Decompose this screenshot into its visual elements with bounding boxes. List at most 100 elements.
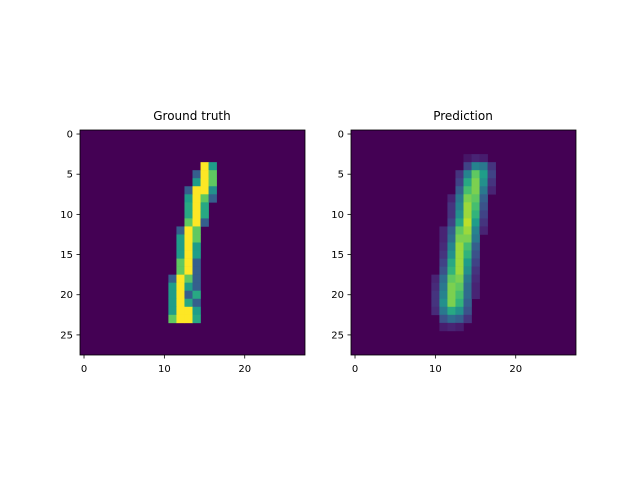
ground-truth-pixel xyxy=(184,290,193,300)
ground-truth-pixel xyxy=(192,250,201,259)
ground-truth-pixel xyxy=(176,314,185,324)
ground-truth-pixel xyxy=(168,274,177,283)
prediction-pixel xyxy=(455,314,464,324)
ground-truth-pixel xyxy=(192,242,201,251)
prediction-pixel xyxy=(471,210,480,219)
prediction-pixel xyxy=(455,250,464,259)
prediction-pixel xyxy=(431,290,440,300)
ground-truth-pixel xyxy=(184,298,193,308)
ground-truth-pixel xyxy=(176,282,185,292)
prediction-pixel xyxy=(487,162,496,171)
prediction-pixel xyxy=(471,234,480,243)
prediction-pixel xyxy=(447,282,456,292)
prediction-pixel xyxy=(447,306,456,316)
prediction-pixel xyxy=(447,202,456,211)
ground-truth-ytick-label: 20 xyxy=(60,290,73,301)
prediction-pixel xyxy=(479,202,488,211)
prediction-pixel xyxy=(479,186,488,195)
ground-truth-pixel xyxy=(192,298,201,308)
prediction-pixel xyxy=(471,290,480,300)
prediction-pixel xyxy=(447,322,456,332)
ground-truth-pixel xyxy=(184,186,193,195)
prediction-pixel xyxy=(447,226,456,235)
prediction-pixel xyxy=(447,258,456,267)
ground-truth-pixel xyxy=(200,178,209,187)
ground-truth-pixel xyxy=(168,314,177,324)
prediction-pixel xyxy=(463,306,472,316)
ground-truth-pixel xyxy=(168,290,177,300)
ground-truth-pixel xyxy=(192,282,201,292)
prediction-pixel xyxy=(463,242,472,251)
prediction-pixel xyxy=(463,210,472,219)
ground-truth-pixel xyxy=(184,306,193,316)
ground-truth-pixel xyxy=(168,298,177,308)
ground-truth-pixel xyxy=(184,266,193,275)
ground-truth-pixel xyxy=(192,170,201,179)
ground-truth-ytick-label: 0 xyxy=(67,130,73,141)
prediction-pixel xyxy=(439,306,448,316)
prediction-axes: Prediction 0 5 10 15 20 25 0 10 20 xyxy=(331,109,577,375)
prediction-pixel xyxy=(439,242,448,251)
prediction-pixel xyxy=(463,226,472,235)
prediction-heatmap xyxy=(351,130,576,355)
ground-truth-pixel xyxy=(200,162,209,171)
ground-truth-pixel xyxy=(192,258,201,267)
prediction-pixel xyxy=(479,154,488,163)
prediction-pixel xyxy=(479,194,488,203)
ground-truth-pixel xyxy=(192,234,201,243)
prediction-pixel xyxy=(447,266,456,275)
ground-truth-title: Ground truth xyxy=(153,109,231,123)
prediction-pixel xyxy=(487,178,496,187)
ground-truth-pixel xyxy=(176,298,185,308)
ground-truth-ytick-label: 15 xyxy=(60,250,73,261)
ground-truth-heatmap xyxy=(80,130,305,355)
prediction-pixel xyxy=(471,186,480,195)
ground-truth-pixel xyxy=(176,266,185,275)
ground-truth-pixel xyxy=(200,170,209,179)
prediction-pixel xyxy=(471,242,480,251)
prediction-frame xyxy=(350,129,577,356)
ground-truth-pixel xyxy=(184,194,193,203)
prediction-pixel xyxy=(471,226,480,235)
ground-truth-pixel xyxy=(192,274,201,283)
ground-truth-pixel xyxy=(192,194,201,203)
prediction-pixel xyxy=(471,218,480,227)
ground-truth-pixel xyxy=(208,178,217,187)
prediction-ytick-label: 0 xyxy=(338,130,344,141)
prediction-pixel xyxy=(463,170,472,179)
prediction-pixel xyxy=(439,274,448,283)
prediction-pixel xyxy=(471,250,480,259)
prediction-pixel xyxy=(455,218,464,227)
prediction-pixel xyxy=(455,210,464,219)
prediction-pixel xyxy=(447,194,456,203)
prediction-pixel xyxy=(463,154,472,163)
prediction-pixel xyxy=(439,258,448,267)
ground-truth-xtick-label: 0 xyxy=(81,364,87,375)
prediction-pixel xyxy=(447,290,456,300)
prediction-ytick-label: 5 xyxy=(338,170,344,181)
prediction-pixel xyxy=(439,234,448,243)
prediction-pixel xyxy=(471,274,480,283)
ground-truth-axes: Ground truth 0 5 10 15 20 25 0 10 20 xyxy=(60,109,306,375)
prediction-pixel xyxy=(455,266,464,275)
prediction-pixel xyxy=(463,178,472,187)
prediction-pixel xyxy=(447,242,456,251)
prediction-pixel xyxy=(447,210,456,219)
ground-truth-pixel xyxy=(176,234,185,243)
ground-truth-pixel xyxy=(192,210,201,219)
prediction-pixel xyxy=(471,258,480,267)
prediction-pixel xyxy=(479,226,488,235)
prediction-pixel xyxy=(471,282,480,292)
ground-truth-pixel xyxy=(208,162,217,171)
ground-truth-pixel xyxy=(192,266,201,275)
ground-truth-pixel xyxy=(208,186,217,195)
prediction-xtick-label: 10 xyxy=(429,364,442,375)
prediction-pixel xyxy=(479,162,488,171)
prediction-pixel xyxy=(431,298,440,308)
prediction-pixel xyxy=(439,226,448,235)
prediction-ytick-label: 15 xyxy=(331,250,344,261)
prediction-pixel xyxy=(471,194,480,203)
prediction-pixel xyxy=(463,194,472,203)
prediction-xtick-label: 20 xyxy=(509,364,522,375)
prediction-pixel xyxy=(447,274,456,283)
